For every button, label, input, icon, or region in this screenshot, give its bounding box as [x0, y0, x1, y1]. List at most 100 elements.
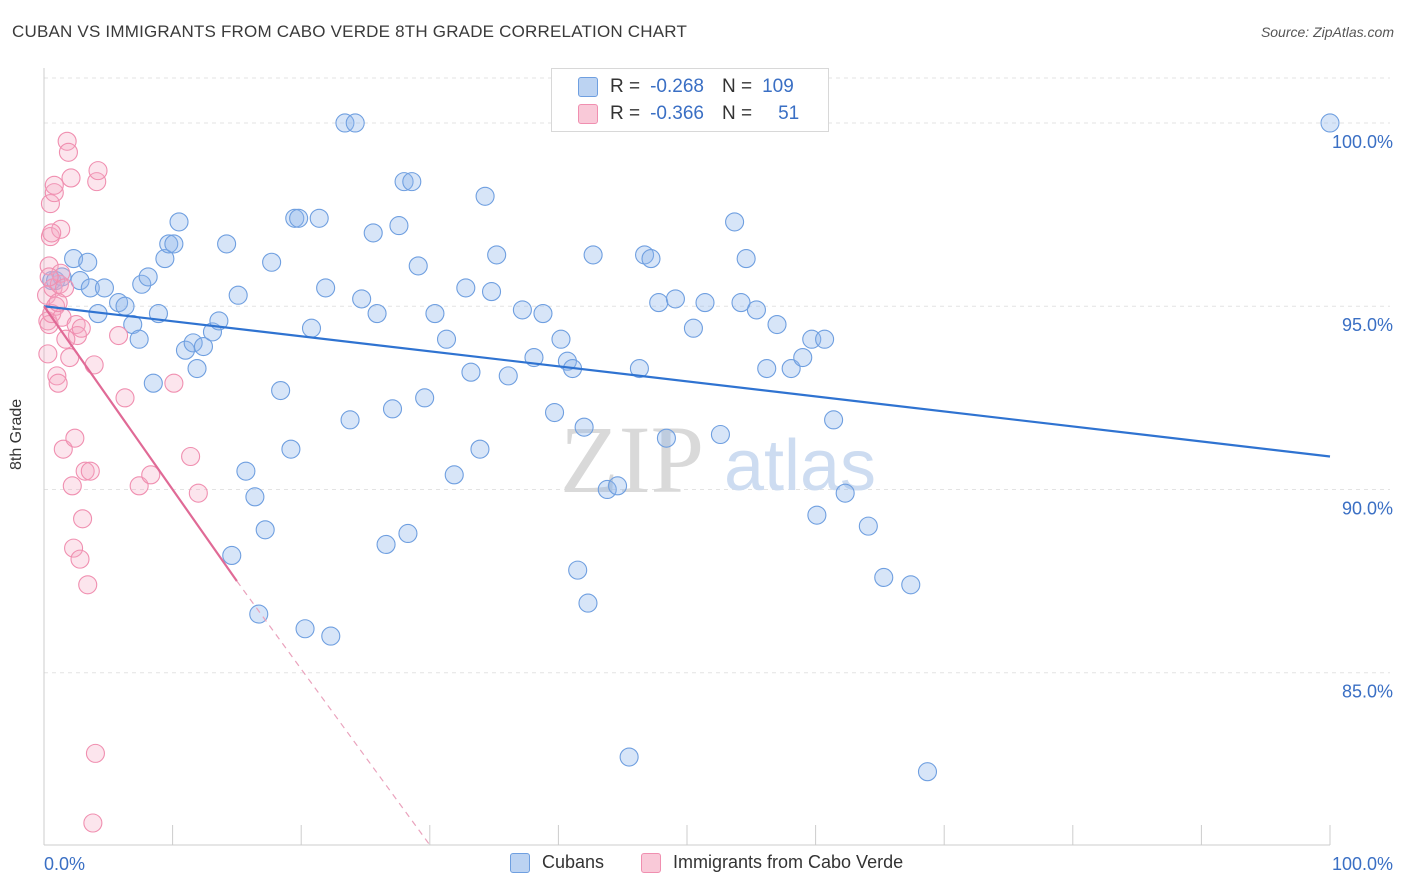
chart-title: CUBAN VS IMMIGRANTS FROM CABO VERDE 8TH … [12, 22, 688, 41]
cubans-point [597, 479, 617, 500]
legend-r-value: -0.268 [650, 76, 704, 97]
cubans-point [736, 249, 756, 269]
cabo-verde-point [38, 344, 58, 364]
cabo-verde-point [109, 326, 129, 346]
cabo-verde-point [141, 465, 161, 485]
cubans-point [262, 252, 282, 272]
legend-n-value: 109 [762, 76, 794, 97]
cubans-point [824, 410, 844, 430]
x-tick-label: 0.0% [44, 854, 85, 874]
cabo-verde-point [43, 278, 63, 298]
legend-item-cabo-verde[interactable]: Immigrants from Cabo Verde [641, 852, 903, 873]
cubans-point [619, 747, 639, 767]
cabo-verde-point [71, 318, 91, 338]
legend-item-cubans[interactable]: Cubans [510, 852, 604, 873]
cubans-point [498, 366, 518, 386]
cubans-point [64, 249, 84, 269]
watermark: ZIP atlas [560, 406, 876, 513]
cubans-point [389, 216, 409, 236]
cubans-point [183, 333, 203, 353]
cabo-verde-point [88, 161, 108, 181]
cubans-point [321, 626, 341, 646]
cubans-point [175, 340, 196, 360]
cubans-point [444, 465, 464, 485]
cubans-point [578, 593, 598, 613]
y-tick-label: 100.0% [1332, 132, 1393, 152]
cubans-point [683, 318, 703, 338]
cubans-point [164, 234, 184, 254]
cubans-point [193, 336, 214, 357]
cubans-point [629, 358, 649, 379]
cubans-point [187, 358, 207, 379]
cubans-point [309, 208, 329, 228]
cabo-verde-point [39, 256, 59, 276]
cubans-point [512, 300, 532, 320]
cabo-verde-point [181, 446, 201, 467]
cubans-point [367, 304, 387, 324]
legend-n-label: N = [721, 76, 753, 97]
x-tick-label: 100.0% [1332, 854, 1393, 874]
cubans-point [574, 417, 594, 437]
cubans-point [159, 234, 179, 254]
cubans-point [731, 293, 751, 313]
cubans-point [394, 172, 414, 192]
cubans-point [115, 296, 135, 316]
cabo-verde-point [129, 476, 149, 496]
cabo-verde-point [115, 388, 135, 408]
cubans-point [80, 278, 100, 298]
legend-n-value: 51 [778, 103, 800, 124]
cubans-point [425, 304, 445, 324]
source-label: Source: ZipAtlas.com [1260, 24, 1394, 40]
cubans-point [470, 439, 490, 459]
cabo-verde-point [75, 461, 95, 481]
cubans-point [874, 567, 894, 587]
legend-n-label: N = [721, 103, 753, 124]
legend-r-label: R = [610, 103, 641, 124]
cabo-verde-point [83, 813, 103, 833]
cubans-point [382, 399, 403, 419]
cubans-point [169, 212, 189, 232]
cubans-point [222, 545, 242, 566]
cabo-verde-point [73, 509, 93, 529]
cubans-point [301, 318, 322, 338]
cubans-point [345, 113, 365, 133]
cubans-point [289, 208, 309, 228]
cabo-verde-point [188, 483, 208, 503]
cabo-verde-point [78, 575, 98, 595]
cubans-point [109, 293, 129, 313]
cubans-point [271, 380, 291, 401]
cabo-verde-point [53, 439, 73, 459]
cubans-point [236, 461, 256, 481]
cubans-point [94, 278, 114, 298]
cubans-point [757, 358, 777, 379]
correlation-legend: R = -0.268 N = 109 R = -0.366 N = 51 [551, 68, 829, 132]
legend-swatch-cubans [578, 77, 598, 97]
cubans-point [217, 234, 237, 254]
cubans-point [316, 278, 336, 298]
cubans-point [281, 439, 301, 459]
cubans-point [376, 534, 396, 555]
y-tick-label: 85.0% [1342, 682, 1393, 702]
cabo-verde-point [42, 223, 62, 243]
y-tick-label: 90.0% [1342, 498, 1393, 518]
cubans-point [363, 223, 383, 243]
cabo-verde-point [44, 183, 64, 203]
cabo-verde-point [80, 461, 100, 481]
legend-label-cabo-verde: Immigrants from Cabo Verde [673, 852, 904, 872]
cubans-point [335, 113, 355, 133]
legend-r-value: -0.366 [650, 103, 704, 124]
cubans-point [746, 300, 766, 320]
cubans-point [398, 523, 418, 544]
trend-line-cabo-verde [43, 305, 238, 582]
cubans-point [635, 245, 655, 265]
cubans-point [583, 245, 603, 265]
cubans-point [767, 315, 787, 335]
gridlines [44, 77, 1390, 674]
cabo-verde-point [64, 538, 84, 558]
cubans-point [793, 347, 813, 368]
cabo-verde-point [85, 743, 105, 763]
cabo-verde-point [44, 175, 64, 195]
cabo-verde-point [61, 168, 81, 188]
cubans-point [78, 252, 98, 272]
